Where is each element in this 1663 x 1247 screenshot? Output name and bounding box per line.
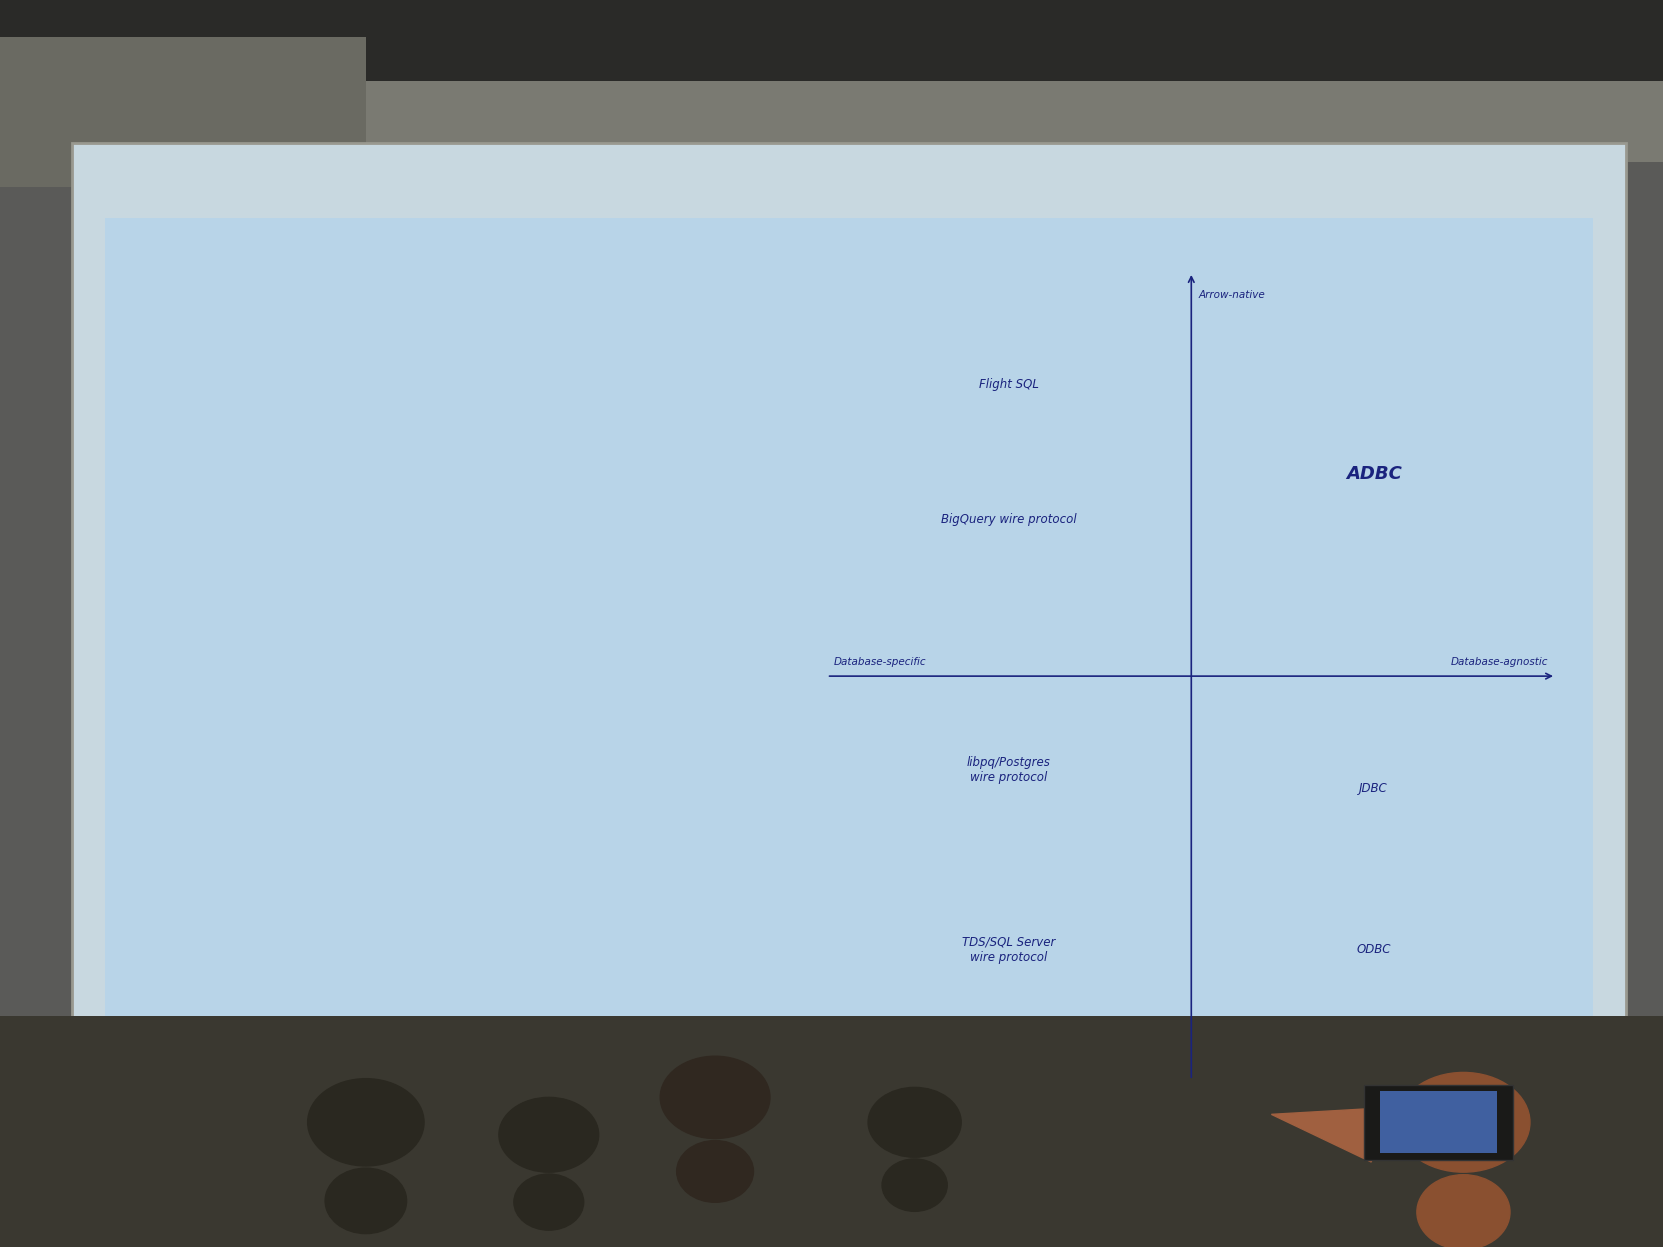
Text: libpq/Postgres
wire protocol: libpq/Postgres wire protocol bbox=[966, 757, 1051, 784]
Text: BigQuery wire protocol: BigQuery wire protocol bbox=[941, 513, 1076, 525]
Text: Flight SQL: Flight SQL bbox=[980, 378, 1039, 390]
Ellipse shape bbox=[326, 1168, 407, 1233]
Text: Database-specific: Database-specific bbox=[835, 657, 926, 667]
Bar bbox=[1364, 1085, 1513, 1160]
Text: Standard database interface built around
Arrow data, especially for efficiently : Standard database interface built around… bbox=[195, 470, 459, 531]
FancyArrow shape bbox=[1272, 1107, 1450, 1162]
Circle shape bbox=[660, 1056, 770, 1139]
Circle shape bbox=[868, 1087, 961, 1157]
Bar bbox=[105, 218, 1593, 1116]
Bar bbox=[0, 37, 366, 187]
Text: JDBC: JDBC bbox=[1359, 782, 1389, 794]
Text: Database-agnostic: Database-agnostic bbox=[1452, 657, 1548, 667]
Text: •: • bbox=[165, 793, 173, 807]
Text: Arrow-native: Arrow-native bbox=[1199, 291, 1266, 301]
Text: TDS/SQL Server
wire protocol: TDS/SQL Server wire protocol bbox=[963, 936, 1056, 964]
Bar bbox=[72, 143, 1626, 1129]
Text: Support both SQL dialects and the emergent
Substrait standard.: Support both SQL dialects and the emerge… bbox=[195, 945, 459, 974]
Ellipse shape bbox=[881, 1158, 948, 1211]
Bar bbox=[1380, 1091, 1497, 1153]
Text: •: • bbox=[165, 470, 173, 484]
Text: ADBC can leverage FlightSQL or directly
connect to the database (currently suppo: ADBC can leverage FlightSQL or directly … bbox=[195, 640, 456, 685]
Bar bbox=[0, 0, 1663, 162]
Ellipse shape bbox=[1417, 1175, 1510, 1247]
Ellipse shape bbox=[677, 1141, 753, 1202]
Bar bbox=[0, 0, 1663, 81]
Text: Optimized for transferring column major data
instead of row major data like most: Optimized for transferring column major … bbox=[195, 793, 464, 838]
Text: ODBC: ODBC bbox=[1357, 944, 1390, 956]
Text: Arrow & Database: ADBC: Arrow & Database: ADBC bbox=[165, 335, 555, 363]
Bar bbox=[0, 1016, 1663, 1247]
Text: •: • bbox=[165, 945, 173, 959]
Circle shape bbox=[308, 1079, 424, 1166]
Circle shape bbox=[1397, 1072, 1530, 1172]
Text: ADBC: ADBC bbox=[1345, 465, 1402, 483]
Text: •: • bbox=[165, 640, 173, 655]
Ellipse shape bbox=[514, 1175, 584, 1230]
Circle shape bbox=[499, 1097, 599, 1172]
